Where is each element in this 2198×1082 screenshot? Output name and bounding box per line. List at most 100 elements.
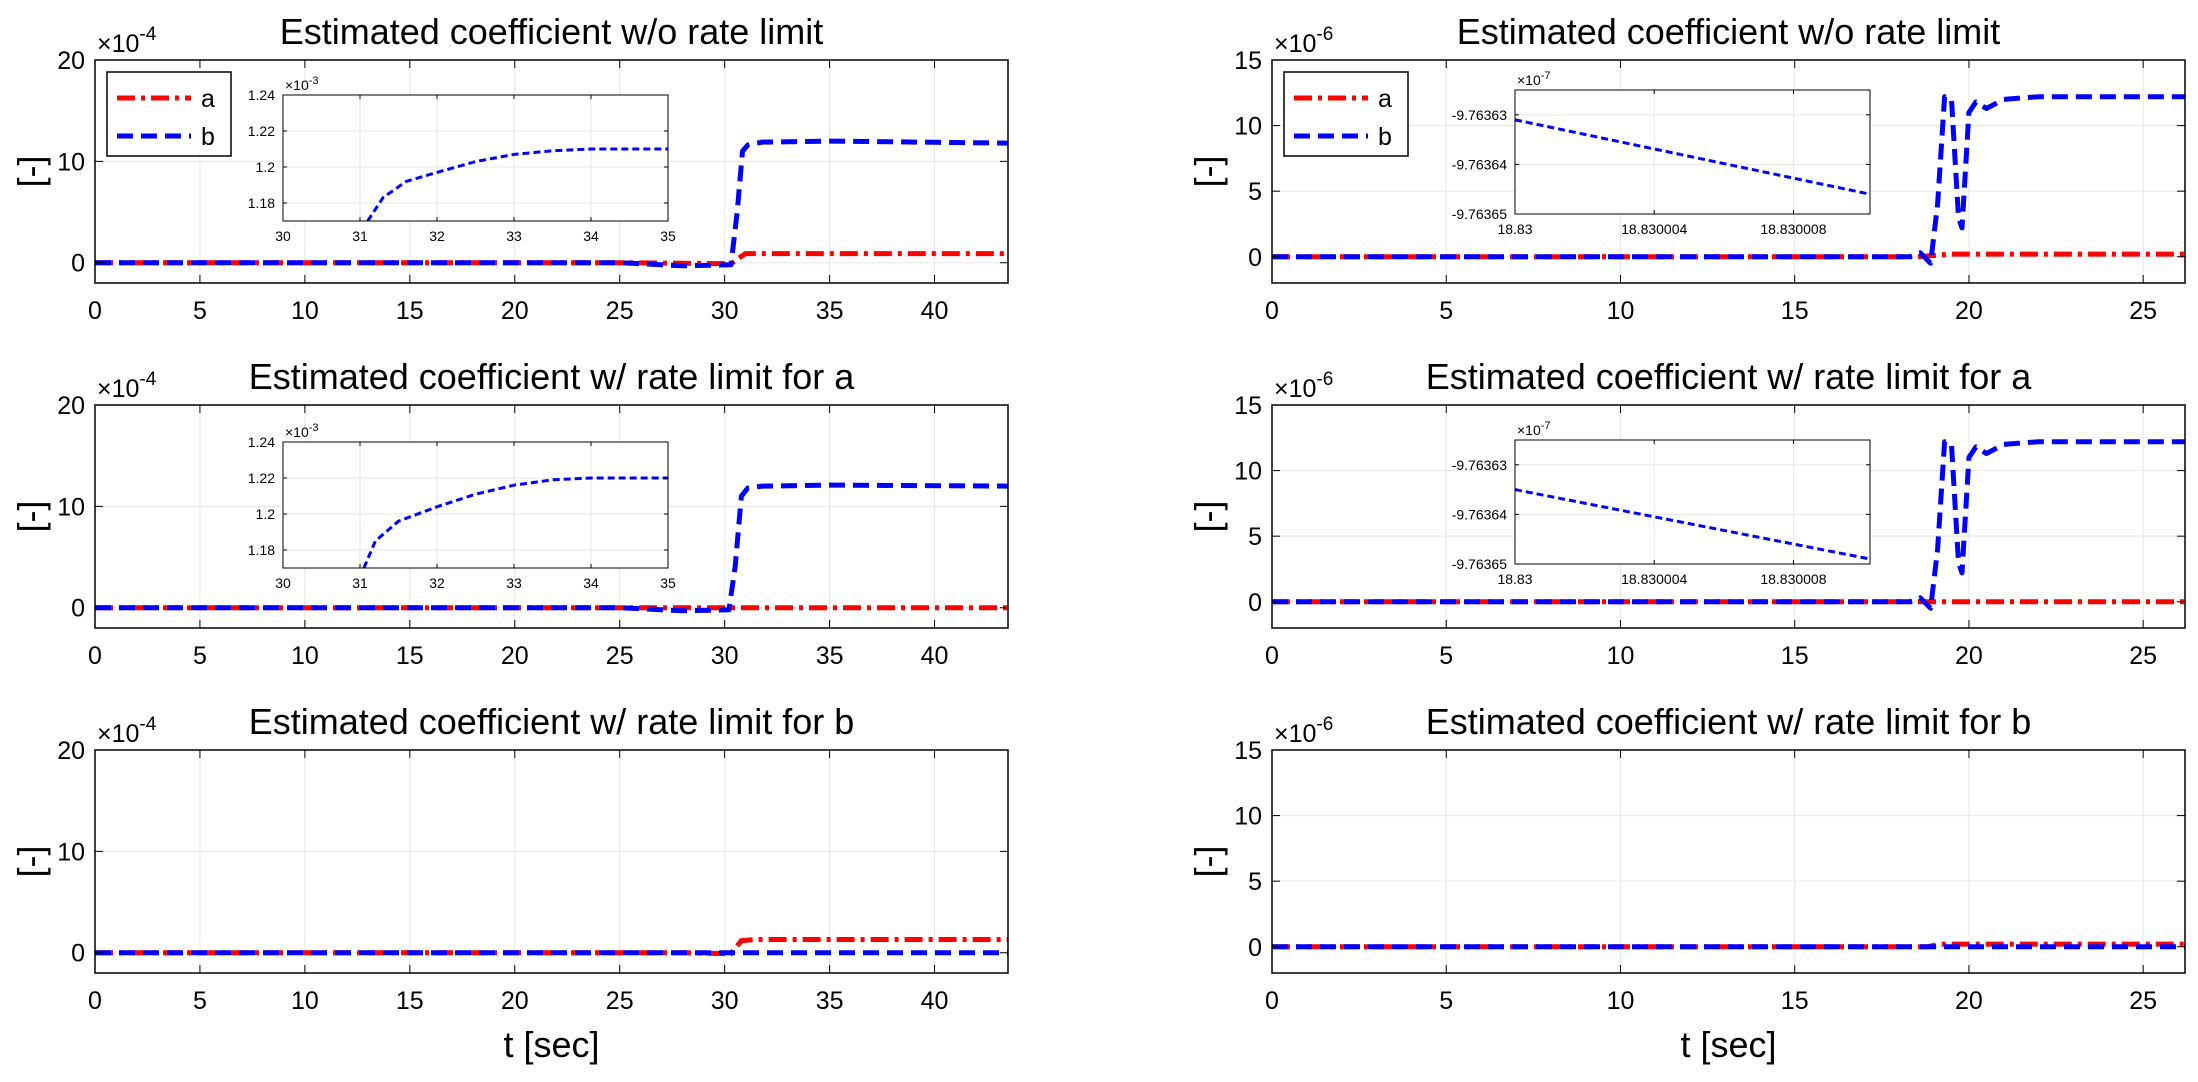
x-tick-label: 30 [275,228,291,244]
axes-frame [1271,59,2186,284]
x-tick-label: 10 [1607,297,1635,325]
y-tick-label: 0 [71,940,85,968]
y-axis-label: [-] [1187,501,1228,533]
x-tick-label: 5 [1439,297,1453,325]
y-exponent-label: ×10-6 [1274,24,1333,58]
x-tick-label: 30 [711,987,739,1015]
y-exponent-label: ×10-4 [97,714,157,748]
x-tick-label: 0 [88,642,102,670]
axes-frame [282,441,669,569]
axes-frame [94,749,1009,974]
x-tick-label: 25 [2129,642,2157,670]
plot-area [1515,440,1870,564]
chart-title: Estimated coefficient w/o rate limit [280,11,824,52]
x-tick-label: 18.830004 [1621,571,1687,587]
y-exponent-label: ×10-6 [1274,369,1333,403]
y-tick-label: -9.76365 [1452,556,1507,572]
x-tick-label: 35 [816,987,844,1015]
exponent-power: -7 [1541,70,1551,82]
y-exponent-label: ×10-6 [1274,714,1333,748]
y-tick-label: 10 [1234,803,1262,831]
x-tick-label: 25 [2129,987,2157,1015]
plot-area [1272,750,2185,973]
exponent-power: -3 [309,422,319,434]
legend: ab [1283,71,1409,157]
x-tick-label: 15 [1781,642,1809,670]
x-tick-label: 15 [1781,987,1809,1015]
x-tick-label: 25 [2129,297,2157,325]
exponent-power: -4 [139,24,156,45]
series-line-b [1272,439,2185,611]
y-axis-label: [-] [10,846,51,878]
x-tick-label: 30 [275,575,291,591]
exponent-base: ×10 [97,375,139,403]
x-tick-label: 40 [921,642,949,670]
x-tick-label: 34 [583,575,599,591]
series-line-b [95,482,1008,614]
plot-area [95,750,1008,973]
exponent-base: ×10 [1517,72,1541,88]
axes-frame [94,404,1009,629]
x-tick-label: 20 [501,987,529,1015]
exponent-power: -6 [1316,714,1333,735]
y-tick-label: 1.2 [256,159,276,175]
x-tick-label: 15 [1781,297,1809,325]
plot-area [283,442,668,568]
y-tick-label: 0 [1248,589,1262,617]
x-tick-label: 15 [396,987,424,1015]
x-tick-label: 5 [1439,987,1453,1015]
y-tick-label: -9.76363 [1452,107,1507,123]
x-tick-label: 25 [606,297,634,325]
x-tick-label: 0 [1265,297,1279,325]
x-tick-label: 31 [352,228,368,244]
x-tick-label: 0 [88,987,102,1015]
inset-0: 30 31 32 33 34 35 1.18 1.2 1.22 1.24 ×10-3 [248,75,676,244]
legend-box [1283,71,1409,157]
x-tick-label: 0 [1265,987,1279,1015]
y-tick-label: 15 [1234,47,1262,75]
y-tick-label: 15 [1234,737,1262,765]
inset-1: 18.83 18.830004 18.830008 -9.76365 -9.76364 -… [1452,70,1871,237]
inset-3: 18.83 18.830004 18.830008 -9.76365 -9.76364 -… [1452,420,1871,587]
chart-title: Estimated coefficient w/o rate limit [1457,11,2001,52]
exponent-power: -4 [139,714,156,735]
series-line-b [1272,94,2185,266]
x-tick-label: 18.830008 [1760,571,1826,587]
x-tick-label: 20 [1955,987,1983,1015]
x-tick-label: 18.830008 [1760,221,1826,237]
x-tick-label: 10 [291,642,319,670]
exponent-base: ×10 [1517,422,1541,438]
series-line-a [95,251,1008,267]
y-tick-label: 5 [1248,868,1262,896]
exponent-base: ×10 [285,77,309,93]
x-tick-label: 40 [921,987,949,1015]
chart-title: Estimated coefficient w/ rate limit for … [249,356,856,397]
x-tick-label: 5 [193,297,207,325]
chart-title: Estimated coefficient w/ rate limit for … [1426,701,2032,742]
plot-area [283,95,668,221]
exponent-base: ×10 [285,424,309,440]
x-tick-label: 10 [1607,642,1635,670]
series-line-b [95,138,1008,269]
y-tick-label: 10 [1234,458,1262,486]
exponent-base: ×10 [1274,375,1316,403]
y-tick-label: 1.22 [248,470,275,486]
series-line-b [366,147,668,221]
y-tick-label: 1.22 [248,123,275,139]
x-tick-label: 35 [660,575,676,591]
x-tick-label: 15 [396,297,424,325]
y-tick-label: 0 [71,595,85,623]
y-tick-label: 0 [71,250,85,278]
y-exponent-label: ×10-4 [97,369,157,403]
x-tick-label: 40 [921,297,949,325]
axes-frame [1271,404,2186,629]
x-tick-label: 20 [501,297,529,325]
y-tick-label: 20 [57,392,85,420]
x-tick-label: 20 [1955,297,1983,325]
x-tick-label: 33 [506,228,522,244]
chart-title: Estimated coefficient w/ rate limit for … [249,701,855,742]
y-tick-label: 20 [57,737,85,765]
exponent-base: ×10 [1274,30,1316,58]
x-tick-label: 32 [429,228,445,244]
exponent-power: -6 [1316,24,1333,45]
